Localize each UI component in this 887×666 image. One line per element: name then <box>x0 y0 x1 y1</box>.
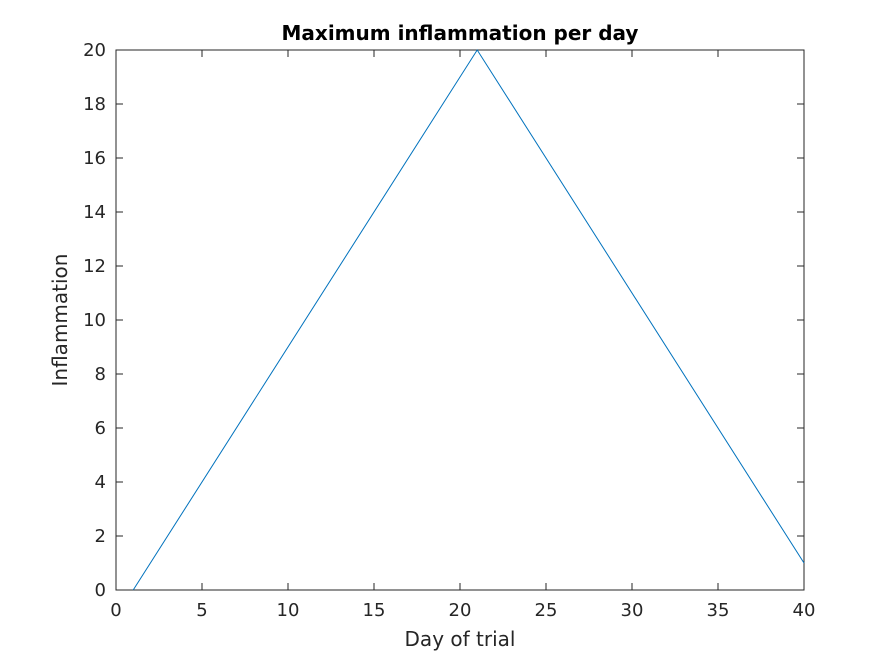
y-tick-label: 12 <box>83 256 106 277</box>
x-tick-label: 40 <box>793 600 816 621</box>
y-tick-label: 20 <box>83 40 106 61</box>
x-tick-label: 25 <box>535 600 558 621</box>
y-tick-label: 8 <box>95 364 106 385</box>
series-lines <box>132 49 805 591</box>
axis-tick-labels: 0 5 10 15 20 25 30 35 40 0 2 4 6 8 10 12 14 16 18 20 <box>83 40 815 621</box>
x-tick-label: 0 <box>110 600 121 621</box>
x-tick-label: 15 <box>363 600 386 621</box>
y-tick-label: 2 <box>95 526 106 547</box>
y-tick-label: 18 <box>83 94 106 115</box>
x-tick-label: 5 <box>196 600 207 621</box>
y-tick-label: 0 <box>95 580 106 601</box>
y-tick-label: 10 <box>83 310 106 331</box>
x-axis-title: Day of trial <box>405 627 516 651</box>
y-tick-label: 6 <box>95 418 106 439</box>
axis-ticks <box>115 49 805 591</box>
y-tick-label: 16 <box>83 148 106 169</box>
plot-area <box>115 49 805 591</box>
chart-title: Maximum inflammation per day <box>282 21 639 45</box>
x-tick-label: 30 <box>621 600 644 621</box>
x-tick-label: 20 <box>449 600 472 621</box>
y-tick-label: 4 <box>95 472 106 493</box>
y-tick-label: 14 <box>83 202 106 223</box>
x-tick-label: 35 <box>707 600 730 621</box>
x-tick-label: 10 <box>277 600 300 621</box>
series-line <box>132 49 805 591</box>
y-axis-title: Inflammation <box>48 254 72 387</box>
